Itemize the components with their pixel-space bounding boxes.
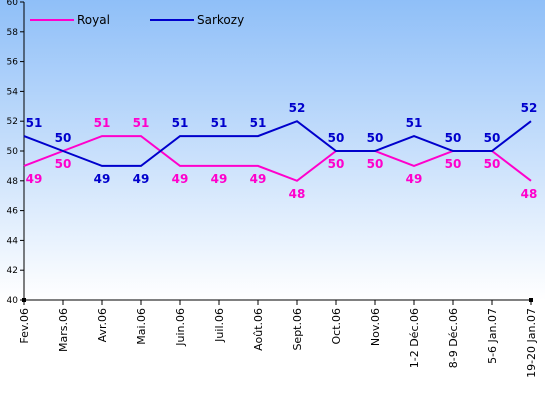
data-label-sarkozy: 50 [328,131,345,145]
x-tick-label: Août.06 [252,308,265,351]
data-label-sarkozy: 52 [289,101,306,115]
y-tick-label: 40 [7,296,19,306]
data-label-royal: 49 [26,172,43,186]
y-tick-label: 44 [7,236,19,246]
x-tick-label: Mars.06 [57,308,70,352]
data-label-sarkozy: 50 [55,131,72,145]
data-label-royal: 50 [328,157,345,171]
data-label-royal: 49 [172,172,189,186]
x-tick-label: Oct.06 [330,308,343,345]
axes: 40 42 44 46 48 50 52 54 56 58 60 Fev.06 Mars.06 Avr.0… [7,0,538,378]
data-label-sarkozy: 50 [445,131,462,145]
legend: Royal Sarkozy [30,13,244,27]
x-tick-label: Juil.06 [213,308,226,343]
series-line-royal [23,135,532,182]
x-tick-label: 8-9 Déc.06 [447,308,460,368]
data-label-royal: 51 [133,116,150,130]
x-tick-label: Avr.06 [96,308,109,342]
data-label-royal: 51 [94,116,111,130]
data-label-royal: 49 [406,172,423,186]
data-label-sarkozy: 51 [211,116,228,130]
data-label-royal: 49 [250,172,267,186]
legend-label-sarkozy: Sarkozy [197,13,244,27]
data-label-sarkozy: 51 [172,116,189,130]
x-tick-label: Sept.06 [291,308,304,351]
x-tick-label: Mai.06 [135,308,148,345]
data-label-royal: 50 [55,157,72,171]
data-label-sarkozy: 51 [406,116,423,130]
data-label-royal: 49 [211,172,228,186]
y-tick-label: 54 [7,87,19,97]
y-tick-label: 52 [7,117,18,127]
y-tick-label: 56 [7,58,19,68]
axis-corner-marker-right [529,298,533,302]
x-tick-label: 5-6 Jan.07 [486,308,499,364]
x-tick-label: 19-20 Jan.07 [525,308,538,378]
y-tick-label: 42 [7,266,18,276]
data-label-royal: 50 [367,157,384,171]
series-layer [23,120,532,182]
y-tick-label: 50 [7,147,19,157]
data-label-sarkozy: 50 [484,131,501,145]
x-tick-label: Nov.06 [369,308,382,346]
data-label-sarkozy: 51 [250,116,267,130]
data-label-sarkozy: 49 [94,172,111,186]
data-label-royal: 50 [445,157,462,171]
data-label-sarkozy: 52 [521,101,538,115]
data-label-royal: 50 [484,157,501,171]
data-label-sarkozy: 50 [367,131,384,145]
y-tick-label: 48 [7,177,19,187]
x-tick-label: Fev.06 [18,308,31,344]
data-label-royal: 48 [289,187,306,201]
x-tick-label: 1-2 Déc.06 [408,308,421,368]
data-label-royal: 48 [521,187,538,201]
data-label-sarkozy: 51 [26,116,43,130]
legend-label-royal: Royal [77,13,110,27]
labels-layer: 49 51 50 50 51 49 51 49 49 51 49 51 49 51 48 52 50 50 50 50… [26,101,538,201]
axis-corner-marker-left [22,298,26,302]
y-tick-label: 60 [7,0,19,8]
x-tick-label: Juin.06 [174,308,187,347]
y-tick-label: 58 [7,28,19,38]
y-tick-label: 46 [7,207,19,217]
data-label-sarkozy: 49 [133,172,150,186]
series-line-sarkozy [23,120,532,167]
